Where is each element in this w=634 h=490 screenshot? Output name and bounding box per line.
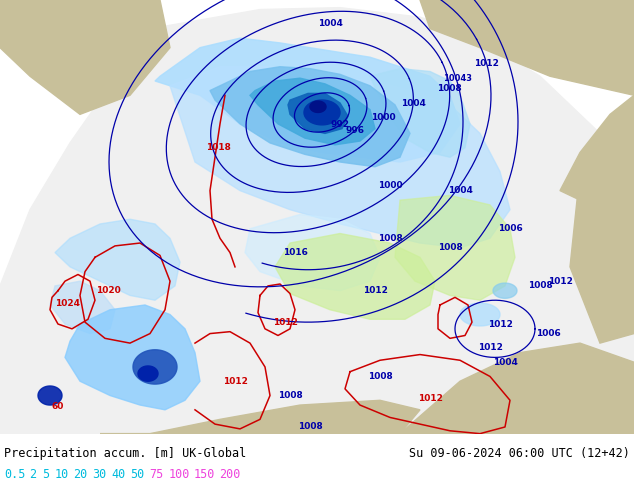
Text: 1020: 1020 [96, 286, 120, 295]
Text: 100: 100 [169, 467, 190, 481]
Polygon shape [55, 219, 180, 300]
Text: 5: 5 [42, 467, 49, 481]
Text: 20: 20 [74, 467, 87, 481]
Text: 40: 40 [112, 467, 126, 481]
Text: 992: 992 [330, 121, 349, 129]
Polygon shape [100, 400, 420, 434]
Polygon shape [493, 283, 517, 298]
Polygon shape [0, 0, 170, 114]
Polygon shape [0, 0, 90, 86]
Text: 60: 60 [52, 402, 64, 412]
Polygon shape [570, 172, 634, 343]
Text: 1012: 1012 [548, 277, 573, 286]
Text: 10: 10 [55, 467, 68, 481]
Polygon shape [133, 350, 177, 384]
Polygon shape [395, 196, 515, 300]
Text: 1012: 1012 [223, 377, 247, 386]
Text: 1008: 1008 [437, 244, 462, 252]
Text: 10043: 10043 [444, 74, 472, 83]
Text: Su 09-06-2024 06:00 UTC (12+42): Su 09-06-2024 06:00 UTC (12+42) [409, 446, 630, 460]
Polygon shape [65, 305, 200, 410]
Polygon shape [38, 386, 62, 405]
Text: 1008: 1008 [278, 391, 302, 400]
Polygon shape [138, 366, 158, 381]
Polygon shape [560, 96, 634, 210]
Text: 1012: 1012 [363, 286, 387, 295]
Text: 1012: 1012 [418, 394, 443, 403]
Polygon shape [210, 67, 410, 167]
Text: 1004: 1004 [448, 186, 472, 195]
Polygon shape [245, 215, 380, 291]
Polygon shape [250, 78, 375, 145]
Polygon shape [170, 67, 510, 248]
Text: 0.5: 0.5 [4, 467, 25, 481]
Text: 1006: 1006 [498, 224, 522, 233]
Text: 1008: 1008 [378, 234, 403, 243]
Polygon shape [420, 0, 634, 96]
Text: 1012: 1012 [474, 59, 499, 68]
Text: Precipitation accum. [m] UK-Global: Precipitation accum. [m] UK-Global [4, 446, 246, 460]
Polygon shape [310, 101, 326, 113]
Text: 1012: 1012 [477, 343, 502, 352]
Text: 1018: 1018 [205, 143, 230, 152]
Text: 1016: 1016 [283, 248, 307, 257]
Polygon shape [0, 8, 634, 434]
Polygon shape [370, 69, 470, 157]
Polygon shape [275, 234, 435, 319]
Text: 1008: 1008 [368, 372, 392, 381]
Text: 1024: 1024 [56, 298, 81, 308]
Text: 996: 996 [346, 126, 365, 135]
Text: 1004: 1004 [401, 99, 425, 108]
Text: 1012: 1012 [273, 318, 297, 327]
Polygon shape [155, 38, 460, 162]
Text: 50: 50 [131, 467, 145, 481]
Text: 1008: 1008 [297, 422, 322, 432]
Text: 1012: 1012 [488, 319, 512, 329]
Polygon shape [288, 94, 348, 133]
Text: 1006: 1006 [536, 329, 560, 338]
Text: 2: 2 [30, 467, 37, 481]
Text: 1004: 1004 [493, 358, 517, 367]
Polygon shape [304, 100, 340, 125]
Text: 75: 75 [150, 467, 164, 481]
Text: 1008: 1008 [437, 84, 462, 93]
Polygon shape [460, 303, 500, 326]
Text: 1000: 1000 [378, 181, 403, 190]
Text: 150: 150 [194, 467, 216, 481]
Text: 1008: 1008 [527, 281, 552, 291]
Text: 30: 30 [93, 467, 107, 481]
Text: 1000: 1000 [371, 113, 396, 122]
Text: 1004: 1004 [318, 19, 342, 28]
Text: 200: 200 [219, 467, 241, 481]
Polygon shape [50, 281, 115, 334]
Polygon shape [400, 343, 634, 434]
